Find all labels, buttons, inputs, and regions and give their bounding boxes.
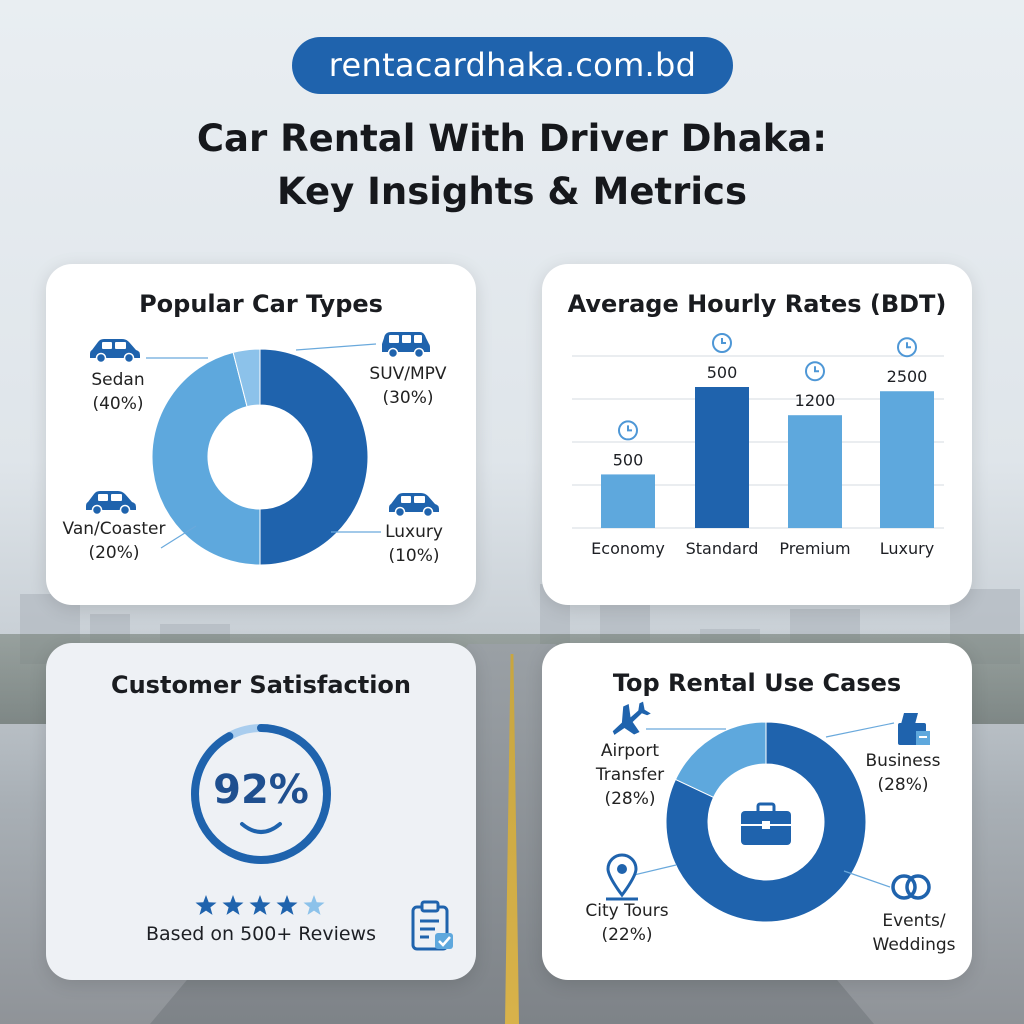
car-types-donut bbox=[151, 348, 369, 566]
city-tours-pct: (22%) bbox=[601, 925, 653, 945]
van-label: Van/Coaster (20%) bbox=[54, 517, 174, 565]
business-pct: (28%) bbox=[877, 775, 929, 795]
hourly-rates-chart: 500 Economy 500 Standard 1200 Premium 2500 Luxu… bbox=[572, 333, 944, 558]
events-line2: Weddings bbox=[872, 935, 956, 955]
airplane-icon bbox=[612, 701, 651, 735]
events-line1: Events/ bbox=[882, 911, 946, 931]
luxury-label-name: Luxury bbox=[385, 522, 443, 542]
use-cases-title: Top Rental Use Cases bbox=[612, 669, 902, 697]
use-donut-slice-light bbox=[674, 721, 767, 798]
title-line-2: Key Insights & Metrics bbox=[277, 170, 747, 213]
sedan-car-icon bbox=[90, 339, 140, 364]
city-tours-line1: City Tours bbox=[585, 901, 669, 921]
business-icon bbox=[898, 713, 930, 745]
van-label-name: Van/Coaster bbox=[62, 519, 166, 539]
city-tours-label: City Tours (22%) bbox=[572, 899, 682, 947]
events-label: Events/ Weddings bbox=[864, 909, 964, 957]
van-label-pct: (20%) bbox=[88, 543, 140, 563]
use-cases-chart bbox=[606, 701, 931, 923]
sedan-label: Sedan (40%) bbox=[78, 368, 158, 416]
car-donut-slice-1 bbox=[151, 351, 261, 566]
car-types-chart bbox=[86, 332, 439, 566]
satisfaction-card: Customer Satisfaction 92% Based on 500+ … bbox=[46, 643, 476, 980]
title-line-1: Car Rental With Driver Dhaka: bbox=[196, 117, 828, 160]
bar-category-label: Luxury bbox=[880, 539, 934, 558]
use-cases-donut bbox=[665, 721, 867, 923]
bar-premium bbox=[788, 415, 842, 528]
bar-category-label: Economy bbox=[591, 539, 665, 558]
bar-standard bbox=[695, 387, 749, 528]
briefcase-icon bbox=[741, 802, 791, 845]
suv-car-icon bbox=[382, 332, 430, 359]
star-icon bbox=[195, 895, 217, 915]
luxury-label-pct: (10%) bbox=[388, 546, 440, 566]
business-line1: Business bbox=[865, 751, 941, 771]
rating-stars bbox=[195, 895, 325, 915]
clock-icon bbox=[618, 420, 638, 441]
page-title: Car Rental With Driver Dhaka: Key Insigh… bbox=[0, 112, 1024, 218]
clock-icon bbox=[805, 361, 825, 382]
bar-category-label: Standard bbox=[686, 539, 759, 558]
airport-transfer-label: Airport Transfer (28%) bbox=[580, 739, 680, 811]
bar-economy bbox=[601, 474, 655, 528]
bar-value-label: 500 bbox=[707, 363, 738, 382]
satisfaction-gauge bbox=[191, 724, 453, 951]
sedan-label-pct: (40%) bbox=[92, 394, 144, 414]
business-label: Business (28%) bbox=[858, 749, 948, 797]
hourly-rates-title: Average Hourly Rates (BDT) bbox=[567, 290, 947, 318]
clock-icon bbox=[712, 333, 732, 353]
airport-pct: (28%) bbox=[604, 789, 656, 809]
smile-icon bbox=[240, 822, 282, 834]
bar-category-label: Premium bbox=[779, 539, 850, 558]
star-icon bbox=[276, 895, 298, 915]
bar-luxury bbox=[880, 391, 934, 528]
rings-icon bbox=[891, 874, 931, 900]
star-icon bbox=[303, 895, 325, 915]
reviews-text: Based on 500+ Reviews bbox=[146, 923, 376, 945]
gauge-progress-ring bbox=[191, 724, 331, 864]
car-donut-slice-0 bbox=[259, 348, 369, 566]
car-donut-slice-2 bbox=[232, 348, 261, 408]
luxury-car-icon bbox=[389, 493, 439, 518]
bar-value-label: 2500 bbox=[887, 367, 928, 386]
star-icon bbox=[222, 895, 244, 915]
map-pin-icon bbox=[606, 853, 638, 901]
airport-line1: Airport bbox=[600, 741, 660, 761]
use-donut-slice-dark bbox=[665, 721, 867, 923]
airport-line2: Transfer bbox=[595, 765, 665, 785]
suv-label: SUV/MPV (30%) bbox=[358, 362, 458, 410]
van-car-icon bbox=[86, 491, 136, 516]
bar-value-label: 1200 bbox=[795, 391, 836, 410]
star-icon bbox=[249, 895, 271, 915]
sedan-label-name: Sedan bbox=[91, 370, 145, 390]
popular-car-types-title: Popular Car Types bbox=[139, 290, 383, 318]
suv-label-pct: (30%) bbox=[382, 388, 434, 408]
bar-value-label: 500 bbox=[613, 450, 644, 469]
use-cases-card: Top Rental Use Cases bbox=[542, 643, 972, 980]
bar-marks: 500 Economy 500 Standard 1200 Premium 2500 Luxu… bbox=[591, 333, 934, 558]
hourly-rates-card: Average Hourly Rates (BDT) 500 Economy 500… bbox=[542, 264, 972, 605]
clock-icon bbox=[897, 337, 917, 358]
site-url-badge[interactable]: rentacardhaka.com.bd bbox=[292, 37, 733, 94]
suv-label-name: SUV/MPV bbox=[369, 364, 447, 384]
satisfaction-title: Customer Satisfaction bbox=[110, 671, 412, 699]
clipboard-check-icon bbox=[411, 900, 453, 951]
popular-car-types-card: Popular Car Types Sedan bbox=[46, 264, 476, 605]
satisfaction-value: 92% bbox=[213, 767, 309, 813]
luxury-label: Luxury (10%) bbox=[374, 520, 454, 568]
